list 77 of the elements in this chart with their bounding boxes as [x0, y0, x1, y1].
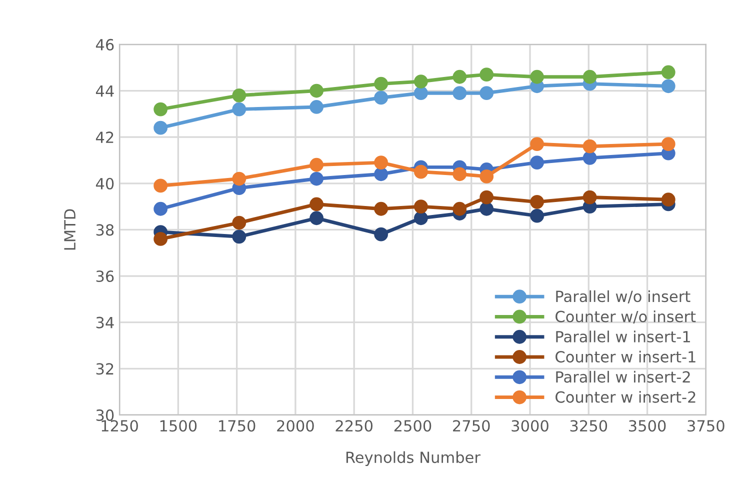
point: [661, 137, 676, 151]
y-tick-label: 32: [96, 363, 114, 375]
point: [530, 208, 544, 223]
x-tick-label: 3750: [688, 420, 724, 432]
point: [582, 150, 597, 165]
point: [582, 190, 597, 204]
point: [582, 70, 597, 84]
x-axis-title: Reynolds Number: [346, 451, 480, 466]
point: [452, 86, 467, 100]
point: [480, 202, 494, 216]
point: [374, 90, 388, 105]
y-axis-title: LMTD: [64, 209, 76, 250]
x-tick-label: 2250: [336, 420, 373, 432]
point: [232, 230, 246, 244]
point: [530, 70, 544, 84]
point: [310, 172, 324, 186]
point: [530, 137, 544, 151]
x-tick-label: 1500: [160, 420, 197, 432]
legend-label: Counter w insert-1: [556, 350, 696, 363]
x-tick-label: 2000: [277, 420, 314, 432]
point: [310, 100, 324, 114]
point: [310, 197, 324, 212]
point: [661, 65, 676, 80]
point: [310, 211, 324, 226]
y-tick-label: 44: [96, 85, 114, 97]
y-tick-label: 34: [96, 316, 114, 328]
legend-label: Counter w/o insert: [556, 310, 696, 324]
x-tick-label: 3250: [570, 420, 608, 432]
point: [310, 84, 324, 98]
point: [452, 70, 467, 84]
legend-label: Parallel w insert-2: [556, 370, 690, 383]
point: [232, 88, 246, 102]
point: [480, 170, 494, 184]
point: [452, 167, 467, 182]
x-tick-label: 1250: [102, 420, 138, 432]
point: [414, 200, 428, 214]
point: [414, 164, 428, 179]
point: [374, 167, 388, 182]
point: [374, 227, 388, 242]
point: [374, 76, 388, 91]
point: [232, 102, 246, 116]
point: [661, 79, 676, 94]
point: [232, 216, 246, 230]
x-tick-label: 1750: [219, 420, 256, 432]
y-tick-label: 40: [96, 178, 114, 190]
point: [452, 202, 467, 216]
point: [232, 172, 246, 186]
point: [480, 68, 494, 82]
y-tick-label: 38: [96, 224, 114, 236]
point: [310, 158, 324, 172]
point: [414, 86, 428, 100]
point: [414, 74, 428, 88]
point: [414, 211, 428, 226]
legend-label: Parallel w/o insert: [556, 290, 690, 304]
point: [154, 120, 168, 135]
x-tick-label: 3500: [629, 420, 666, 432]
y-tick-label: 36: [96, 270, 114, 282]
point: [661, 192, 676, 207]
point: [480, 86, 494, 100]
legend-label: Counter w insert-2: [556, 391, 696, 403]
point: [582, 139, 597, 154]
point: [154, 202, 168, 216]
x-tick-label: 2750: [453, 420, 490, 432]
y-tick-label: 46: [96, 38, 114, 50]
x-tick-label: 2500: [394, 420, 432, 432]
y-tick-label: 30: [96, 409, 114, 421]
point: [154, 178, 168, 193]
point: [530, 156, 544, 170]
point: [374, 156, 388, 170]
point: [154, 232, 168, 246]
legend-label: Parallel w insert-1: [556, 330, 690, 342]
x-tick-label: 3000: [512, 420, 548, 432]
point: [154, 102, 168, 116]
y-tick-label: 42: [96, 132, 114, 143]
point: [480, 190, 494, 204]
point: [374, 202, 388, 216]
point: [530, 194, 544, 209]
